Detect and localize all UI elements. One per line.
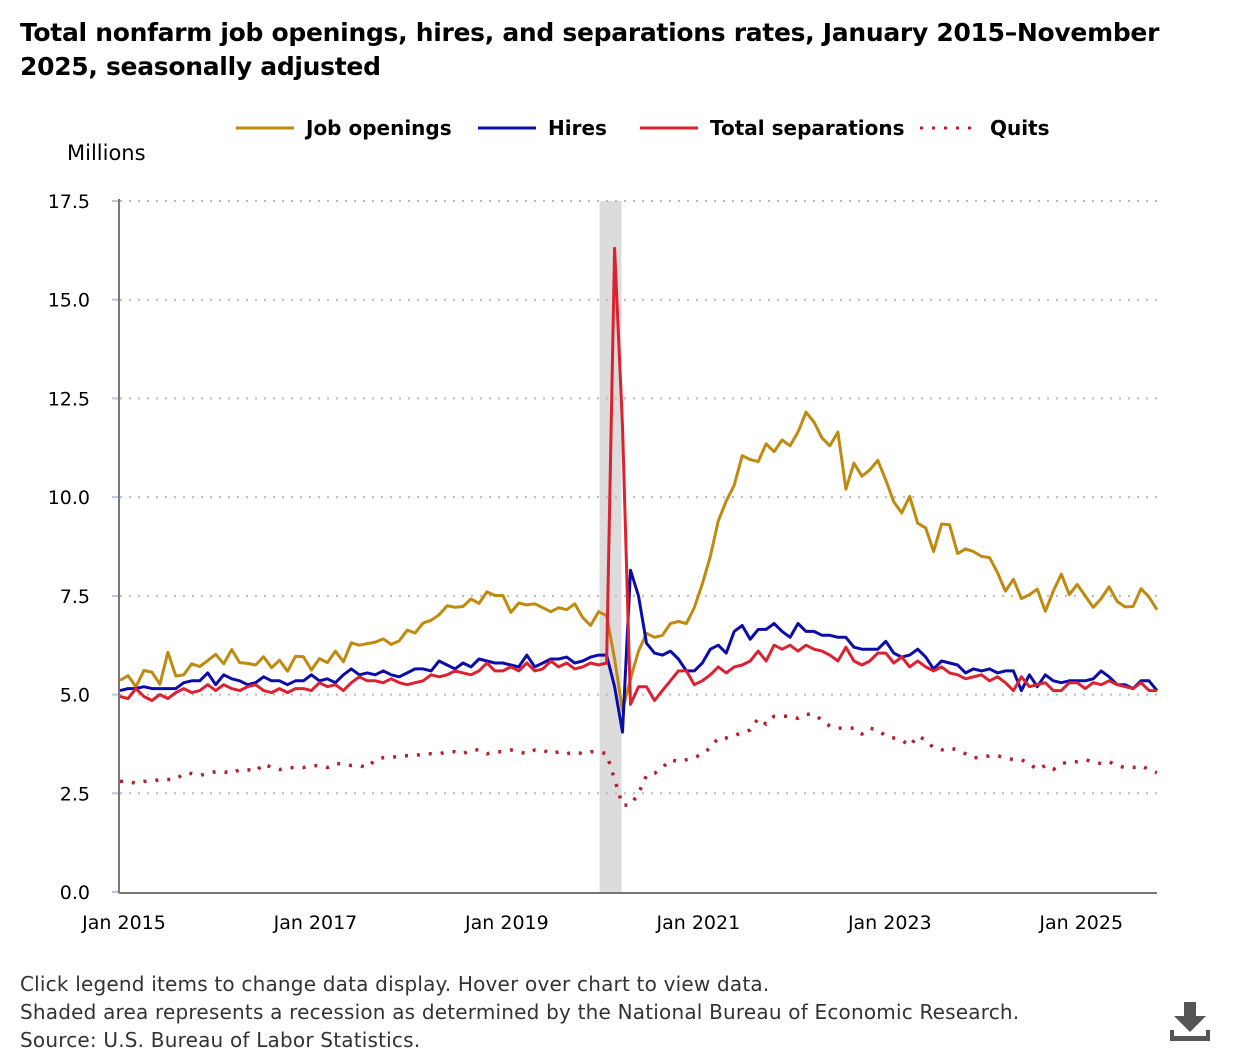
recession-band xyxy=(599,201,622,892)
line-chart[interactable]: Job openings Hires Total separations Quits … xyxy=(0,0,1240,1000)
x-tick-label: Jan 2019 xyxy=(464,912,549,934)
gridlines: 0.0 2.5 5.0 7.5 10.0 12.5 15.0 17.5 xyxy=(48,191,1157,904)
y-tick-label: 15.0 xyxy=(48,290,90,312)
y-axis-label: Millions xyxy=(67,141,146,165)
series-line-quits xyxy=(120,712,1158,807)
series-line-total-separations xyxy=(119,246,1157,706)
x-tick-label: Jan 2023 xyxy=(847,912,932,934)
x-tick-label: Jan 2017 xyxy=(273,912,358,934)
legend-label: Job openings xyxy=(304,116,452,140)
download-button[interactable] xyxy=(1170,1002,1210,1046)
footer-source: Source: U.S. Bureau of Labor Statistics. xyxy=(20,1028,421,1052)
y-tick-label: 5.0 xyxy=(60,685,90,707)
series-line-hires xyxy=(119,568,1159,734)
legend-label: Hires xyxy=(548,116,607,140)
x-tick-label: Jan 2015 xyxy=(81,912,166,934)
y-tick-label: 12.5 xyxy=(48,388,90,410)
legend: Job openings Hires Total separations Quits xyxy=(236,116,1050,140)
x-tick-label: Jan 2021 xyxy=(655,912,740,934)
recession-shading xyxy=(599,201,622,892)
legend-label: Quits xyxy=(990,116,1050,140)
footer-recession-note: Shaded area represents a recession as de… xyxy=(20,1000,1020,1024)
series-line-job-openings xyxy=(119,410,1159,712)
y-tick-label: 17.5 xyxy=(48,191,90,213)
y-tick-label: 7.5 xyxy=(60,586,90,608)
axes: Jan 2015 Jan 2017 Jan 2019 Jan 2021 Jan 2023… xyxy=(81,199,1157,934)
x-tick-label: Jan 2025 xyxy=(1038,912,1123,934)
series-group xyxy=(119,246,1159,807)
legend-label: Total separations xyxy=(710,116,905,140)
chart-title: Total nonfarm job openings, hires, and s… xyxy=(20,18,1160,81)
download-icon xyxy=(1170,1002,1210,1041)
legend-item-hires[interactable]: Hires xyxy=(478,116,607,140)
legend-item-total-separations[interactable]: Total separations xyxy=(640,116,905,140)
footer-instructions: Click legend items to change data displa… xyxy=(20,972,770,996)
legend-item-quits[interactable]: Quits xyxy=(920,116,1050,140)
legend-item-job-openings[interactable]: Job openings xyxy=(236,116,452,140)
y-tick-label: 2.5 xyxy=(60,783,90,805)
y-tick-label: 0.0 xyxy=(60,882,90,904)
y-tick-label: 10.0 xyxy=(48,487,90,509)
